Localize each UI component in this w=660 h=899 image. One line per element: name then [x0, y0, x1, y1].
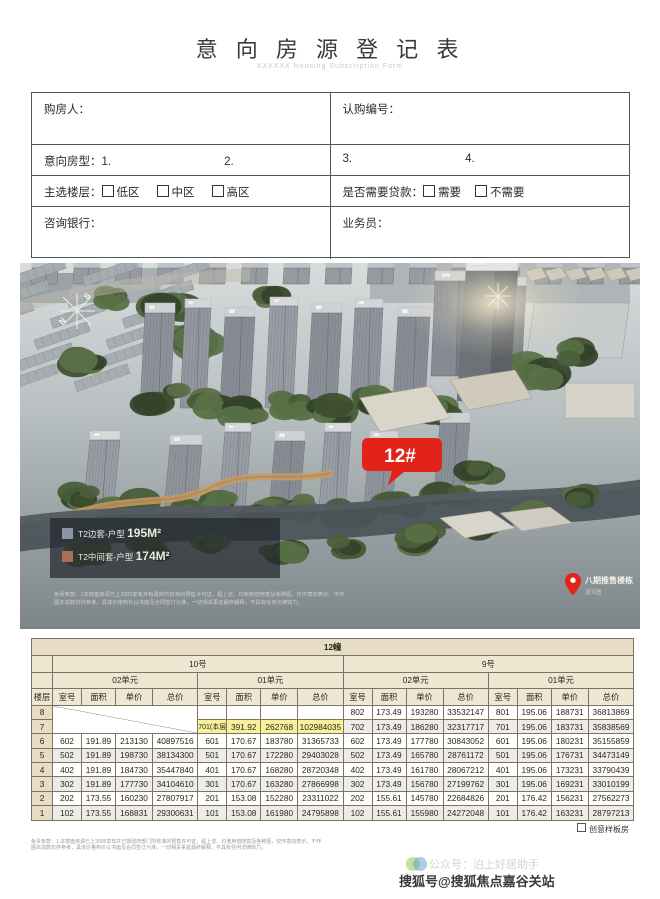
svg-text:公众号：泊上好居助手: 公众号：泊上好居助手: [429, 857, 539, 871]
svg-text:T2边套-户型 195M²: T2边套-户型 195M²: [78, 526, 161, 540]
svg-text:免责条款：1本楼盘房源已上2005享有并有政府所核准的预售许: 免责条款：1本楼盘房源已上2005享有并有政府所核准的预售许可证，超上述、均使用…: [54, 590, 345, 598]
svg-text:图本成数仅供参考，具体价格构价以书面及合同签订为准，一切相关: 图本成数仅供参考，具体价格构价以书面及合同签订为准，一切相关事宜最终解释，不具有…: [54, 598, 303, 606]
svg-text:12#: 12#: [384, 446, 416, 467]
svg-text:八期推售楼栋: 八期推售楼栋: [584, 575, 633, 585]
svg-text:T2中间套-户型 174M²: T2中间套-户型 174M²: [78, 549, 170, 563]
svg-text:道天图: 道天图: [585, 588, 602, 596]
svg-text:搜狐号@搜狐焦点嘉谷关站: 搜狐号@搜狐焦点嘉谷关站: [399, 874, 555, 889]
